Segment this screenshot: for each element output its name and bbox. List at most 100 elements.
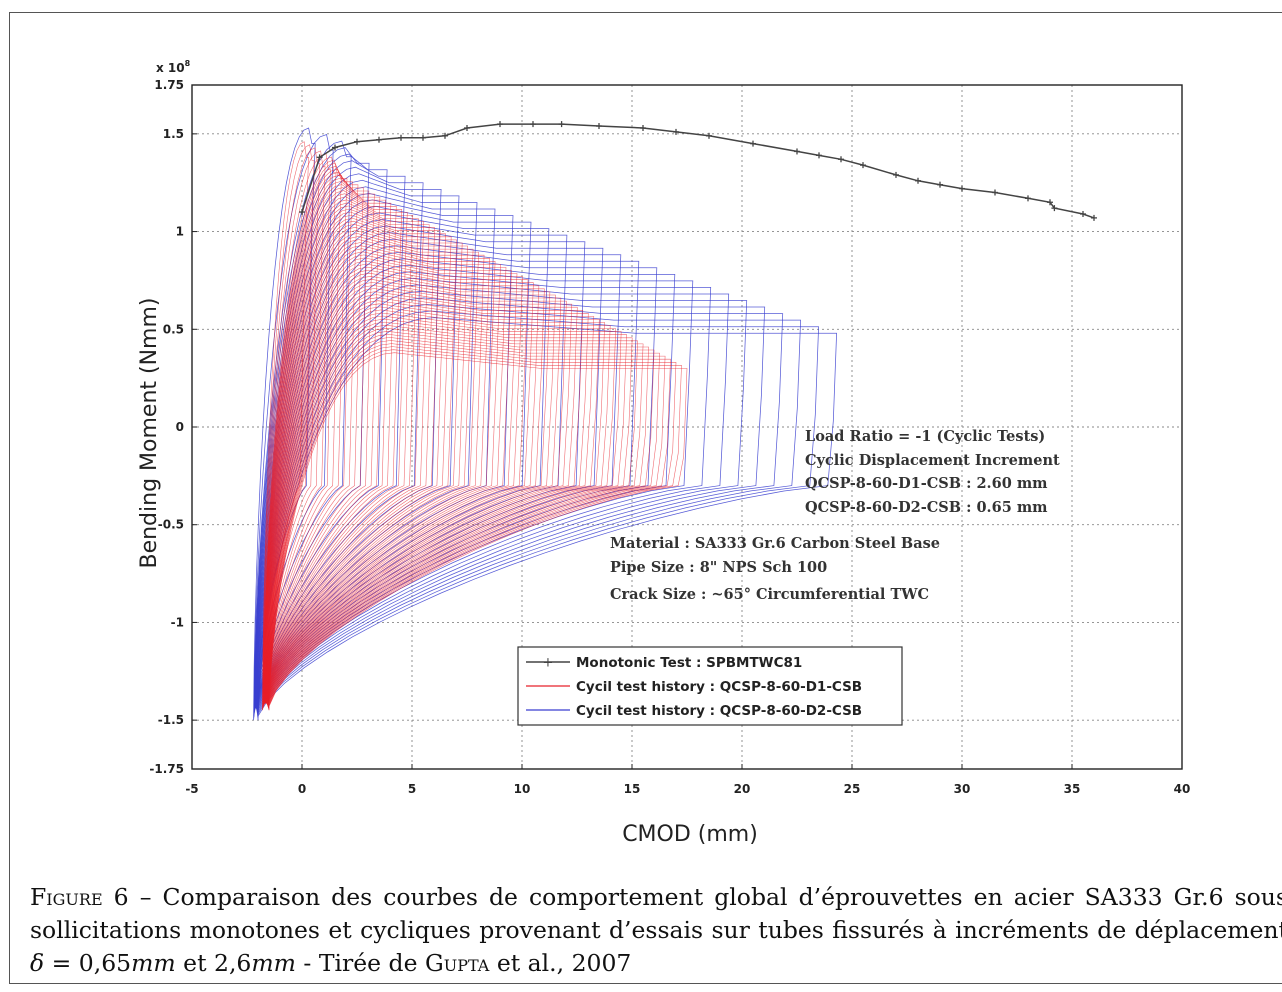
cyclic-d1-loop — [265, 245, 496, 704]
cyclic-d1-loop — [263, 190, 397, 706]
monotonic-point — [706, 132, 712, 139]
x-tick-label: 15 — [624, 782, 641, 796]
cyclic-d1-loop — [266, 282, 562, 704]
caption-text-2: - Tirée de — [295, 949, 425, 977]
monotonic-point — [893, 171, 899, 178]
cyclic-d1-loop — [265, 263, 529, 704]
cyclic-d1-loop — [266, 276, 551, 704]
annotation-increment-d2: QCSP-8-60-D2-CSB : 0.65 mm — [805, 499, 1048, 516]
cyclic-d1-loop — [267, 321, 633, 707]
cyclic-d1-loop — [266, 294, 584, 705]
x-tick-label: 10 — [514, 782, 531, 796]
cyclic-d2-loop — [253, 140, 352, 718]
cyclic-d2-loop — [256, 277, 730, 713]
figure-frame: -5 0 5 10 15 20 25 30 35 40 1.75 1.5 1 0.5 0 -0.5 -1 -1.… — [9, 12, 1282, 984]
cyclic-d1-loop — [266, 285, 567, 705]
legend-label-d1: Cycil test history : QCSP-8-60-D1-CSB — [576, 679, 862, 695]
legend-box — [517, 646, 903, 726]
x-tick-label: -5 — [185, 782, 198, 796]
annotation-increment-title: Cyclic Displacement Increment — [805, 452, 1060, 469]
monotonic-point — [1091, 214, 1097, 221]
cyclic-d2-loop — [255, 225, 586, 708]
cyclic-d1-loop — [263, 199, 414, 705]
cyclic-d1-loop — [263, 196, 408, 705]
monotonic-point — [420, 134, 426, 141]
y-tick-label: 1.5 — [163, 127, 184, 141]
monotonic-point — [464, 124, 470, 131]
monotonic-curve — [299, 121, 1097, 221]
y-tick-label: 1.75 — [154, 78, 184, 92]
cyclic-d1-loop — [265, 242, 490, 704]
monotonic-point — [816, 152, 822, 159]
monotonic-point — [1051, 205, 1058, 212]
annotation-load-ratio: Load Ratio = -1 (Cyclic Tests) — [805, 428, 1045, 445]
y-tick-labels: 1.75 1.5 1 0.5 0 -0.5 -1 -1.5 -1.75 — [149, 78, 197, 776]
cyclic-d1-loop — [268, 349, 682, 711]
monotonic-point — [558, 121, 565, 128]
cyclic-d1-loop — [264, 217, 446, 704]
cyclic-d2-curves — [253, 127, 837, 721]
caption-author: Gupta — [424, 949, 490, 977]
cyclic-d1-loop — [267, 324, 638, 708]
annotation-increment-d1: QCSP-8-60-D1-CSB : 2.60 mm — [805, 475, 1048, 492]
cyclic-d1-loop — [264, 227, 463, 704]
legend: + Monotonic Test : SPBMTWC81 Cycil test … — [517, 646, 903, 726]
cyclic-d1-loop — [268, 340, 666, 709]
y-tick-label: -1 — [171, 615, 184, 629]
annotation-material: Material : SA333 Gr.6 Carbon Steel Base — [610, 535, 940, 552]
cyclic-d1-loop — [264, 211, 435, 704]
y-tick-label: -1.5 — [158, 713, 184, 727]
cyclic-d1-loop — [262, 162, 348, 708]
cyclic-d1-loop — [266, 266, 534, 704]
x-tick-labels: -5 0 5 10 15 20 25 30 35 40 — [185, 764, 1190, 796]
cyclic-d1-loop — [265, 260, 523, 704]
cyclic-d1-loop — [263, 187, 392, 706]
x-tick-label: 40 — [1174, 782, 1191, 796]
cyclic-d1-loop — [268, 337, 660, 709]
cyclic-d1-loop — [262, 150, 326, 710]
monotonic-point — [332, 144, 338, 151]
cyclic-d1-loop — [263, 181, 381, 706]
legend-label-d2: Cycil test history : QCSP-8-60-D2-CSB — [576, 703, 862, 719]
cyclic-d1-loop — [263, 168, 359, 708]
cyclic-d1-loop — [265, 251, 507, 704]
monotonic-point — [959, 185, 965, 192]
cyclic-d2-loop — [257, 310, 819, 719]
monotonic-point — [640, 124, 646, 131]
monotonic-point — [1025, 195, 1031, 202]
caption-unit-1: mm — [131, 949, 176, 977]
caption-text-3: et al., 2007 — [489, 949, 632, 977]
cyclic-d1-loop — [264, 202, 419, 705]
monotonic-point — [376, 136, 382, 143]
caption-eq-1: = 0,65 — [44, 949, 132, 977]
cyclic-d1-loop — [268, 352, 688, 711]
cyclic-d1-loop — [264, 224, 457, 704]
x-tick-label: 20 — [734, 782, 751, 796]
legend-label-monotonic: Monotonic Test : SPBMTWC81 — [576, 655, 802, 671]
x-tick-label: 0 — [298, 782, 306, 796]
cyclic-d2-loop — [257, 317, 837, 721]
y-tick-label: 0.5 — [163, 322, 184, 336]
monotonic-point — [354, 138, 360, 145]
cyclic-d2-loop — [254, 179, 460, 711]
cyclic-d1-loop — [268, 346, 677, 710]
caption-label: Figure 6 — [30, 883, 129, 911]
y-tick-label: 1 — [176, 225, 184, 239]
bending-moment-chart: -5 0 5 10 15 20 25 30 35 40 1.75 1.5 1 0.5 0 -0.5 -1 -1.… — [137, 59, 1190, 847]
cyclic-d1-loop — [268, 334, 655, 709]
cyclic-d1-loop — [266, 291, 578, 705]
caption-unit-2: mm — [251, 949, 296, 977]
figure-caption: Figure 6 – Comparaison des courbes de co… — [30, 881, 1282, 980]
cyclic-d1-loop — [264, 220, 452, 704]
legend-marker-monotonic: + — [543, 656, 554, 671]
cyclic-d1-loop — [267, 312, 616, 706]
cyclic-d1-loop — [265, 233, 474, 704]
cyclic-d1-loop — [267, 318, 627, 707]
y-tick-label: -1.75 — [149, 762, 184, 776]
monotonic-point — [794, 148, 800, 155]
cyclic-d1-loop — [266, 288, 573, 705]
cyclic-d1-loop — [268, 331, 649, 708]
monotonic-point — [937, 181, 943, 188]
caption-delta: δ — [30, 949, 45, 977]
monotonic-point — [860, 162, 866, 169]
